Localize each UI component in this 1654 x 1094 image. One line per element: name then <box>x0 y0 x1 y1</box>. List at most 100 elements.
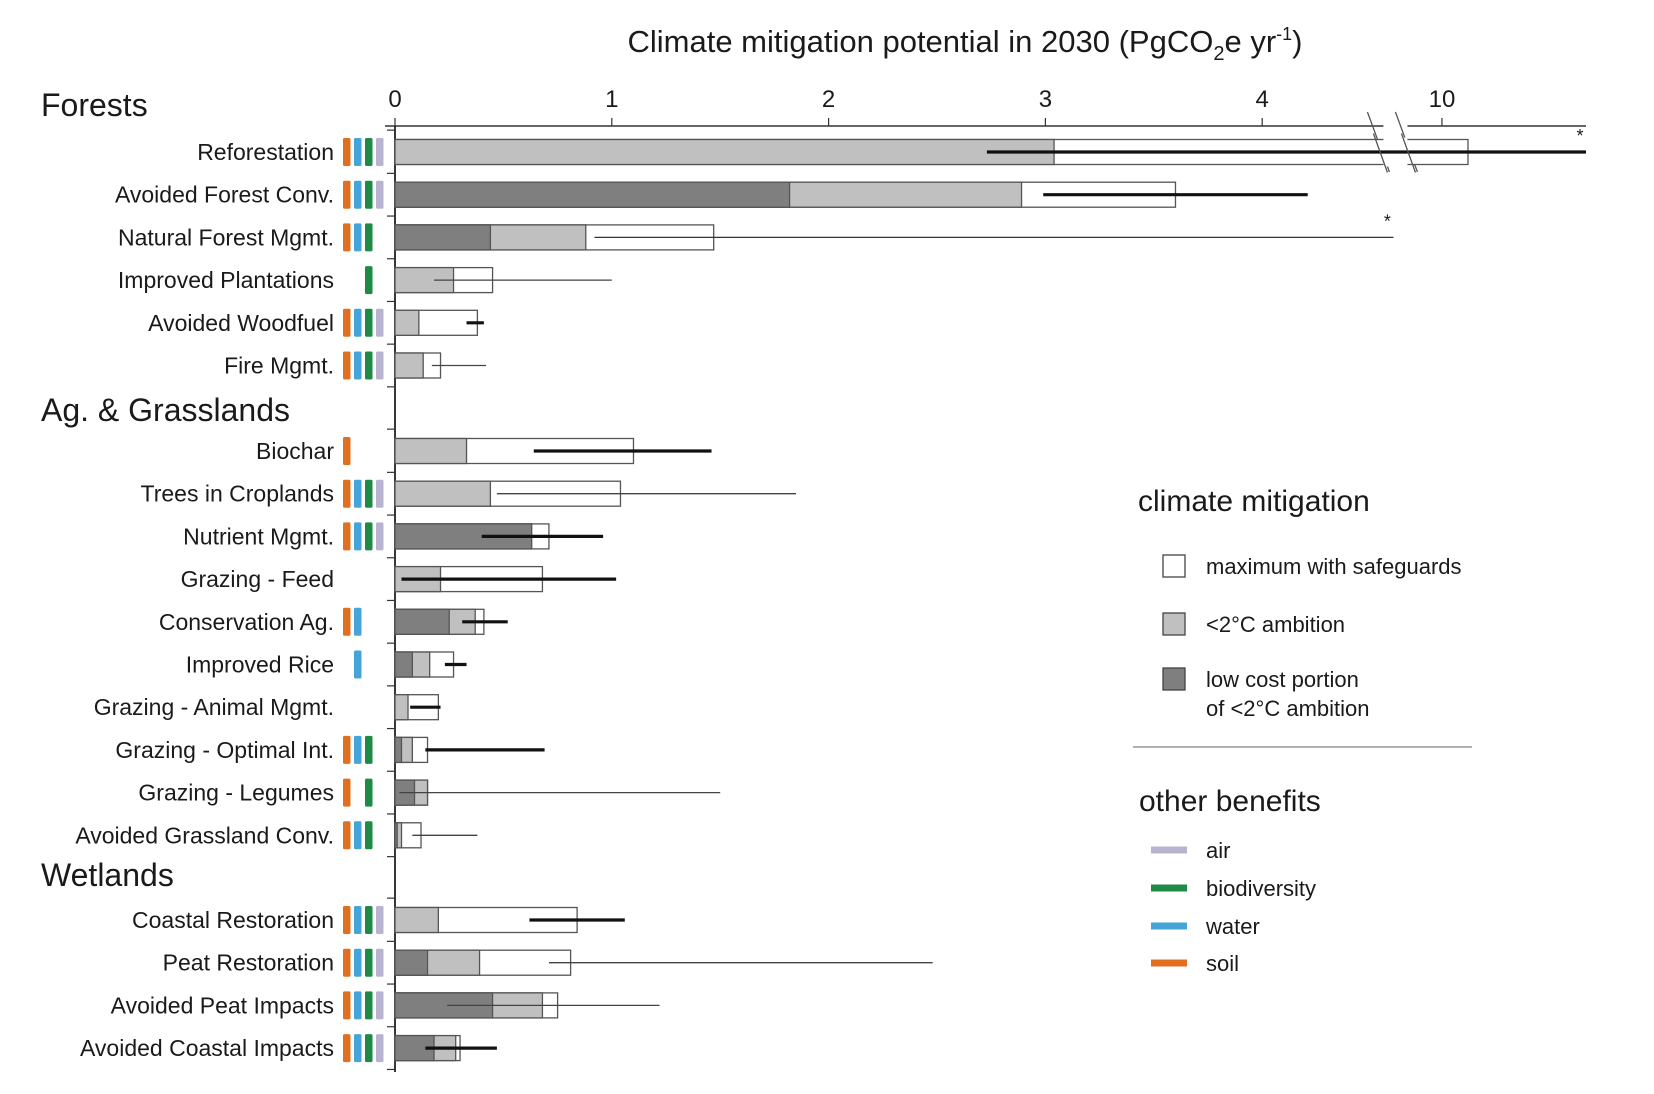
row-label: Avoided Forest Conv. <box>115 182 334 208</box>
row-label: Biochar <box>256 438 334 464</box>
legend-label: of <2°C ambition <box>1206 696 1370 721</box>
benefit-marker-biodiversity <box>365 138 373 166</box>
benefit-marker-water <box>354 821 362 850</box>
benefit-marker-water <box>354 223 362 252</box>
benefit-marker-soil <box>343 180 351 209</box>
bar-row: Grazing - Animal Mgmt. <box>94 694 441 730</box>
x-tick-label: 3 <box>1039 86 1052 113</box>
row-label: Grazing - Feed <box>181 566 334 592</box>
x-tick-label: 2 <box>822 86 835 113</box>
benefit-marker-soil <box>343 1034 351 1063</box>
legend-label: low cost portion <box>1206 667 1359 692</box>
benefit-marker-water <box>354 479 362 508</box>
legend-line-water <box>1151 922 1187 930</box>
benefit-marker-soil <box>343 991 351 1020</box>
bar-segment-low-cost <box>394 224 492 251</box>
benefit-marker-biodiversity <box>365 223 373 252</box>
benefit-marker-soil <box>343 138 351 166</box>
benefit-marker-air <box>376 308 384 337</box>
row-label: Avoided Woodfuel <box>148 310 334 336</box>
benefit-marker-soil <box>343 948 351 977</box>
legend-label: maximum with safeguards <box>1206 554 1462 579</box>
benefit-marker-water <box>354 991 362 1020</box>
benefit-marker-biodiversity <box>365 906 373 934</box>
bar-row: Improved Rice <box>186 650 467 687</box>
legend-line-air <box>1151 846 1187 854</box>
section-title: Ag. & Grasslands <box>41 392 290 428</box>
bar-row: Grazing - Feed <box>181 565 617 602</box>
bar-row: Avoided Forest Conv. <box>115 180 1308 217</box>
bar-segment-low-cost <box>394 608 450 635</box>
bar-segment-low-cost <box>394 181 791 208</box>
benefit-marker-air <box>376 522 384 551</box>
benefit-marker-soil <box>343 778 351 807</box>
benefit-marker-water <box>354 308 362 337</box>
row-label: Conservation Ag. <box>159 609 334 635</box>
chart-title: Climate mitigation potential in 2030 (Pg… <box>627 24 1302 65</box>
bar-row: Avoided Coastal Impacts <box>80 1034 497 1071</box>
title-end: ) <box>1292 24 1302 59</box>
bar-row: Biochar <box>256 437 712 473</box>
benefit-marker-water <box>354 906 362 934</box>
benefit-marker-biodiversity <box>365 1034 373 1063</box>
bar-break-mark <box>1400 133 1417 173</box>
benefit-marker-soil <box>343 522 351 551</box>
benefit-marker-soil <box>343 821 351 850</box>
bar-row: Avoided Grassland Conv. <box>75 821 478 858</box>
row-label: Improved Rice <box>186 652 334 678</box>
benefit-marker-water <box>354 735 362 764</box>
row-label: Coastal Restoration <box>132 907 334 933</box>
benefit-marker-air <box>376 138 384 166</box>
legend-swatch-max <box>1162 554 1186 578</box>
legend-label: <2°C ambition <box>1206 612 1345 637</box>
benefit-marker-soil <box>343 223 351 252</box>
section-title: Forests <box>41 87 148 123</box>
legend-heading-climate: climate mitigation <box>1138 485 1370 518</box>
benefit-marker-biodiversity <box>365 351 373 380</box>
benefit-marker-air <box>376 180 384 209</box>
benefit-marker-air <box>376 479 384 508</box>
truncation-marker: * <box>1384 211 1391 231</box>
benefit-marker-biodiversity <box>365 948 373 977</box>
bar-row: Nutrient Mgmt. <box>183 522 604 559</box>
benefit-marker-water <box>354 522 362 551</box>
benefit-marker-air <box>376 906 384 934</box>
benefit-marker-water <box>354 607 362 636</box>
bar-row: Avoided Woodfuel <box>148 308 484 345</box>
row-label: Nutrient Mgmt. <box>183 523 334 549</box>
legend-swatch-low_cost <box>1162 667 1186 691</box>
benefit-marker-soil <box>343 735 351 764</box>
bar-row: Reforestation * <box>197 126 1586 174</box>
bar-row: Trees in Croplands <box>141 479 797 516</box>
benefit-marker-air <box>376 948 384 977</box>
benefit-marker-biodiversity <box>365 991 373 1020</box>
benefit-marker-biodiversity <box>365 778 373 807</box>
truncation-marker: * <box>1576 126 1583 146</box>
benefit-marker-soil <box>343 308 351 337</box>
x-tick-label: 1 <box>605 86 618 113</box>
row-label: Avoided Grassland Conv. <box>75 822 334 848</box>
benefit-marker-water <box>354 138 362 166</box>
row-label: Avoided Peat Impacts <box>111 992 334 1018</box>
legend-heading-benefits: other benefits <box>1139 785 1321 818</box>
row-label: Reforestation <box>197 139 334 165</box>
benefit-marker-water <box>354 180 362 209</box>
benefit-marker-air <box>376 1034 384 1063</box>
row-label: Grazing - Animal Mgmt. <box>94 694 334 720</box>
bar-row: Grazing - Legumes <box>138 778 721 815</box>
legend-swatch-ambition <box>1162 612 1186 636</box>
benefit-marker-soil <box>343 351 351 380</box>
benefit-marker-biodiversity <box>365 735 373 764</box>
bar-row: Coastal Restoration <box>132 906 625 942</box>
legend-label: air <box>1206 838 1230 863</box>
benefit-marker-soil <box>343 607 351 636</box>
section-title: Wetlands <box>41 857 174 893</box>
legend-label: water <box>1205 914 1260 939</box>
bar-row: Natural Forest Mgmt. * <box>118 211 1394 260</box>
benefit-marker-biodiversity <box>365 821 373 850</box>
bar-row: Avoided Peat Impacts <box>111 991 660 1028</box>
legend-label: soil <box>1206 951 1239 976</box>
row-label: Grazing - Optimal Int. <box>115 737 334 763</box>
row-label: Avoided Coastal Impacts <box>80 1035 334 1061</box>
benefit-marker-water <box>354 650 362 679</box>
